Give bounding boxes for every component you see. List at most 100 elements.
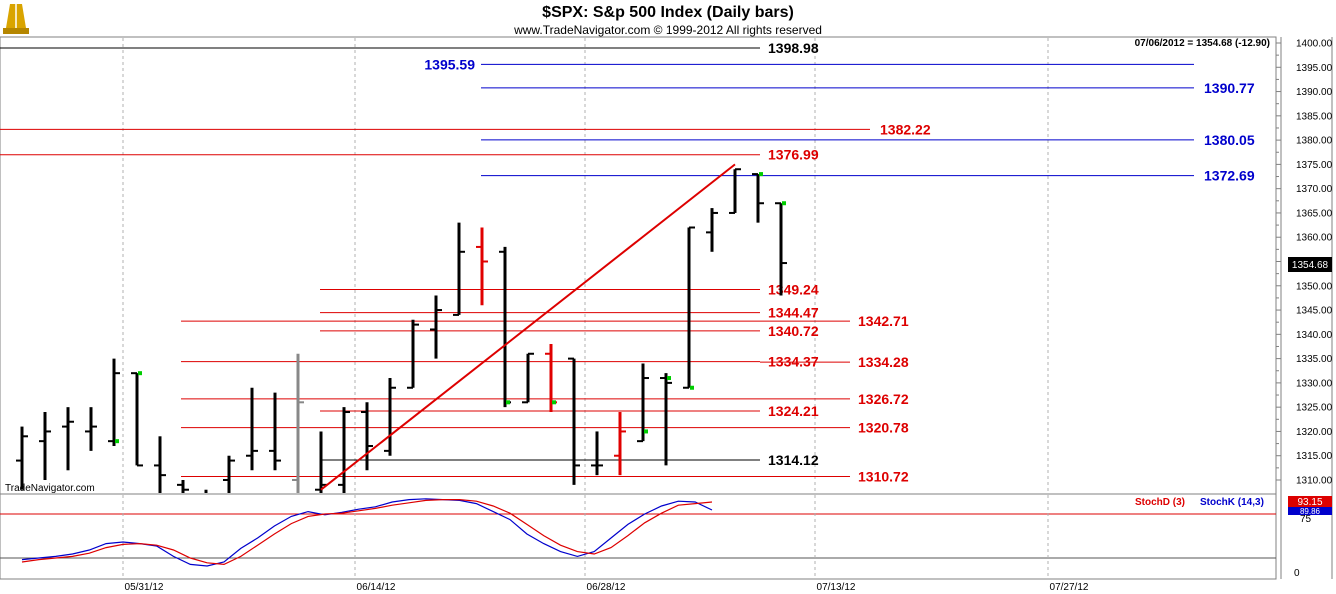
date-tick-label: 05/31/12: [125, 582, 164, 593]
level-label: 1310.72: [858, 469, 909, 485]
level-label: 1395.59: [424, 56, 475, 72]
price-tick-label: 1395.00: [1296, 63, 1333, 74]
price-tick-label: 1365.00: [1296, 208, 1333, 219]
ohlc-bar: [683, 226, 695, 390]
ohlc-bar: [660, 373, 672, 466]
ohlc-bar: [131, 371, 143, 467]
stochastic-panel: StochD (3) StochK (14,3) 93.15 89.86 75 …: [0, 493, 1332, 580]
legend-stochk: StochK (14,3): [1200, 497, 1264, 508]
level-label: 1326.72: [858, 391, 909, 407]
stoch-lines: [21, 498, 713, 567]
pivot-marker: [138, 371, 142, 376]
last-price-info: 07/06/2012 = 1354.68 (-12.90): [1135, 38, 1270, 49]
price-grid: [122, 38, 1049, 493]
ohlc-bar: [108, 358, 120, 447]
price-tick-label: 1320.00: [1296, 427, 1333, 438]
watermark: TradeNavigator.com: [5, 483, 95, 494]
legend-stochd: StochD (3): [1135, 497, 1185, 508]
level-label: 1334.28: [858, 354, 909, 370]
pivot-marker: [506, 400, 510, 405]
ohlc-bar: [545, 344, 557, 413]
last-price-badge: 1354.68: [1288, 257, 1332, 272]
stoch-badge-d-label: 93.15: [1297, 497, 1322, 508]
ohlc-bar: [522, 352, 534, 404]
price-tick-label: 1375.00: [1296, 160, 1333, 171]
price-axis: 1400.00 1395.00 1390.00 1385.00 1380.00 1375.…: [1275, 37, 1333, 579]
ohlc-bar: [407, 319, 419, 389]
ohlc-bar: [430, 295, 442, 359]
ohlc-bar: [16, 426, 28, 490]
stoch-badge-k-label: 89.86: [1300, 507, 1321, 516]
ohlc-bar: [85, 407, 97, 451]
level-label: 1344.47: [768, 305, 819, 321]
level-label: 1340.72: [768, 323, 819, 339]
last-price-label: 1354.68: [1292, 260, 1329, 271]
stoch-badge-d: [1288, 496, 1332, 507]
level-label: 1398.98: [768, 40, 819, 56]
ohlc-bar: [729, 168, 741, 214]
logo-icon: [3, 4, 29, 34]
price-tick-label: 1325.00: [1296, 403, 1333, 414]
ohlc-bar: [338, 407, 350, 493]
pivot-marker: [690, 385, 694, 390]
stoch-series-line: [21, 499, 713, 566]
price-tick-label: 1350.00: [1296, 281, 1333, 292]
pivot-marker: [759, 172, 763, 177]
stoch-tick-75: 75: [1300, 514, 1312, 525]
trendline-segment: [320, 163, 736, 491]
level-label: 1390.77: [1204, 80, 1255, 96]
level-label: 1372.69: [1204, 168, 1255, 184]
price-panel: 1398.98 1395.59 1390.77 1382.22 1380.05 1376.…: [0, 36, 1277, 495]
price-tick-label: 1390.00: [1296, 87, 1333, 98]
pivot-marker: [115, 439, 119, 444]
price-tick-label: 1310.00: [1296, 476, 1333, 487]
date-tick-label: 07/13/12: [817, 582, 856, 593]
ohlc-bar: [706, 208, 718, 252]
ohlc-bar: [246, 387, 258, 471]
pivot-marker: [667, 376, 671, 381]
price-tick-label: 1340.00: [1296, 330, 1333, 341]
price-tick-label: 1360.00: [1296, 233, 1333, 244]
level-label: 1349.24: [768, 281, 819, 297]
chart-title: $SPX: S&p 500 Index (Daily bars): [542, 4, 794, 21]
date-tick-label: 06/14/12: [357, 582, 396, 593]
stoch-badge-k: [1288, 507, 1332, 515]
price-tick-label: 1345.00: [1296, 306, 1333, 317]
price-tick-label: 1380.00: [1296, 136, 1333, 147]
ohlc-bar: [568, 357, 580, 485]
price-tick-label: 1370.00: [1296, 184, 1333, 195]
ohlc-bar: [62, 407, 74, 471]
stoch-tick-0: 0: [1294, 568, 1300, 579]
ohlc-bar: [476, 227, 488, 306]
ohlc-bar: [384, 378, 396, 456]
ohlc-bar: [453, 222, 465, 316]
level-label: 1324.21: [768, 403, 819, 419]
level-label: 1376.99: [768, 147, 819, 163]
stoch-grid: [122, 495, 1049, 578]
trendline: [320, 163, 736, 491]
ohlc-bar: [223, 455, 235, 493]
date-tick-label: 06/28/12: [587, 582, 626, 593]
ohlc-bar: [292, 353, 304, 493]
ohlc-bar: [591, 431, 603, 476]
ohlc-bar: [752, 172, 764, 223]
price-tick-label: 1385.00: [1296, 111, 1333, 122]
pivot-marker: [644, 429, 648, 434]
pivot-marker: [782, 201, 786, 206]
pivot-marker: [552, 400, 556, 405]
ohlc-bar: [637, 363, 649, 443]
chart-subtitle: www.TradeNavigator.com © 1999-2012 All r…: [513, 23, 822, 37]
level-label: 1320.78: [858, 420, 909, 436]
level-label: 1342.71: [858, 313, 909, 329]
price-tick-label: 1400.00: [1296, 39, 1333, 50]
support-resistance-levels: 1398.98 1395.59 1390.77 1382.22 1380.05 1376.…: [0, 40, 1255, 485]
ohlc-bar: [269, 392, 281, 471]
level-label: 1382.22: [880, 121, 931, 137]
ohlc-bar: [361, 402, 373, 471]
price-tick-label: 1335.00: [1296, 354, 1333, 365]
ohlc-bar: [154, 436, 166, 493]
price-tick-label: 1330.00: [1296, 378, 1333, 389]
price-bars: [16, 168, 787, 493]
level-label: 1380.05: [1204, 132, 1255, 148]
